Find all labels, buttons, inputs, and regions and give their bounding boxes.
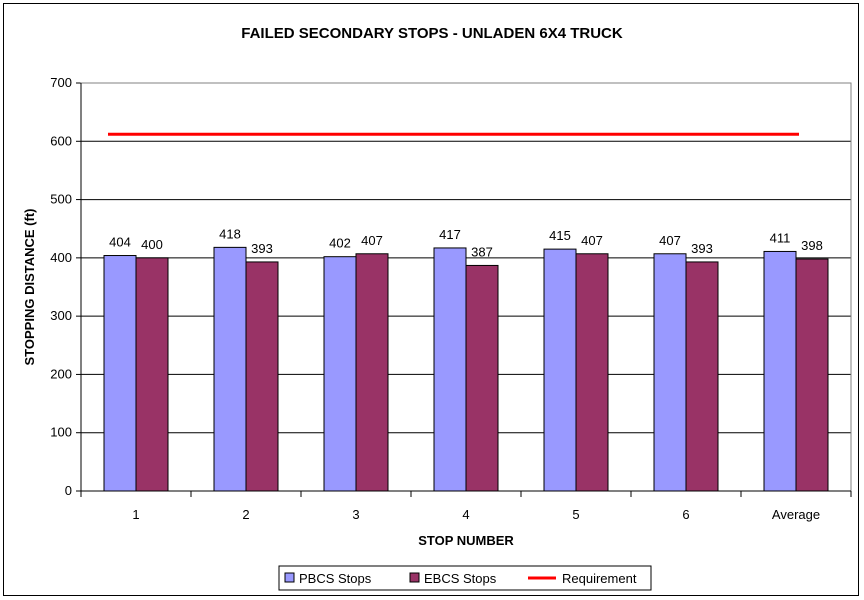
y-tick-label-200: 200: [50, 366, 72, 381]
data-label-pbcs-4: 417: [439, 227, 461, 242]
data-label-pbcs-1: 404: [109, 235, 131, 250]
x-axis-title: STOP NUMBER: [418, 533, 514, 548]
tick-labels: 0 100 200 300 400 500 600 700 1 2 3 4 5 6 Average: [50, 75, 820, 522]
x-tick-label-2: 2: [242, 507, 249, 522]
legend-box: [278, 565, 652, 591]
data-label-pbcs-2: 418: [219, 226, 241, 241]
data-label-ebcs-average: 398: [801, 238, 823, 253]
data-label-pbcs-6: 407: [659, 233, 681, 248]
bar-ebcs-3: [355, 253, 389, 492]
bar-pbcs-average: [763, 250, 797, 492]
x-tick-label-3: 3: [352, 507, 359, 522]
y-tick-label-0: 0: [65, 483, 72, 498]
bar-ebcs-5: [575, 253, 609, 492]
bar-ebcs-average: [795, 258, 829, 492]
legend-ebcs-swatch: [409, 572, 420, 583]
legend-pbcs-label: PBCS Stops: [299, 571, 372, 586]
y-tick-label-300: 300: [50, 308, 72, 323]
x-tick-label-4: 4: [462, 507, 469, 522]
bar-ebcs-2: [245, 261, 279, 492]
bar-ebcs-6: [685, 261, 719, 492]
bar-pbcs-2: [213, 246, 247, 492]
data-label-ebcs-3: 407: [361, 233, 383, 248]
x-tick-label-average: Average: [772, 507, 820, 522]
chart-title: FAILED SECONDARY STOPS - UNLADEN 6X4 TRU…: [241, 25, 623, 42]
bar-pbcs-5: [543, 248, 577, 492]
bars-group: [103, 246, 829, 492]
axes-group: [80, 83, 852, 497]
legend: PBCS Stops EBCS Stops Requirement: [278, 565, 652, 591]
x-tick-label-5: 5: [572, 507, 579, 522]
legend-requirement-label: Requirement: [562, 571, 637, 586]
x-tick-label-6: 6: [682, 507, 689, 522]
bar-pbcs-3: [323, 256, 357, 492]
bar-pbcs-6: [653, 253, 687, 492]
data-label-pbcs-5: 415: [549, 228, 571, 243]
legend-pbcs-swatch: [284, 572, 295, 583]
data-label-pbcs-average: 411: [770, 230, 791, 245]
y-tick-label-100: 100: [50, 425, 72, 440]
bar-ebcs-4: [465, 264, 499, 492]
data-label-pbcs-3: 402: [329, 236, 351, 251]
bar-pbcs-4: [433, 247, 467, 492]
data-label-ebcs-1: 400: [141, 237, 163, 252]
y-tick-label-700: 700: [50, 75, 72, 90]
data-label-ebcs-5: 407: [581, 233, 603, 248]
bar-pbcs-1: [103, 255, 137, 492]
data-label-ebcs-6: 393: [691, 241, 713, 256]
bar-ebcs-1: [135, 257, 169, 492]
data-label-ebcs-2: 393: [251, 241, 273, 256]
y-axis-title: STOPPING DISTANCE (ft): [22, 209, 37, 366]
y-tick-label-600: 600: [50, 133, 72, 148]
data-labels: 404 400 418 393 402 407 417 387 415 407 407 393 411 3…: [109, 226, 823, 259]
legend-ebcs-label: EBCS Stops: [424, 571, 497, 586]
y-tick-label-400: 400: [50, 250, 72, 265]
y-tick-label-500: 500: [50, 192, 72, 207]
data-label-ebcs-4: 387: [471, 244, 493, 259]
x-tick-label-1: 1: [132, 507, 139, 522]
